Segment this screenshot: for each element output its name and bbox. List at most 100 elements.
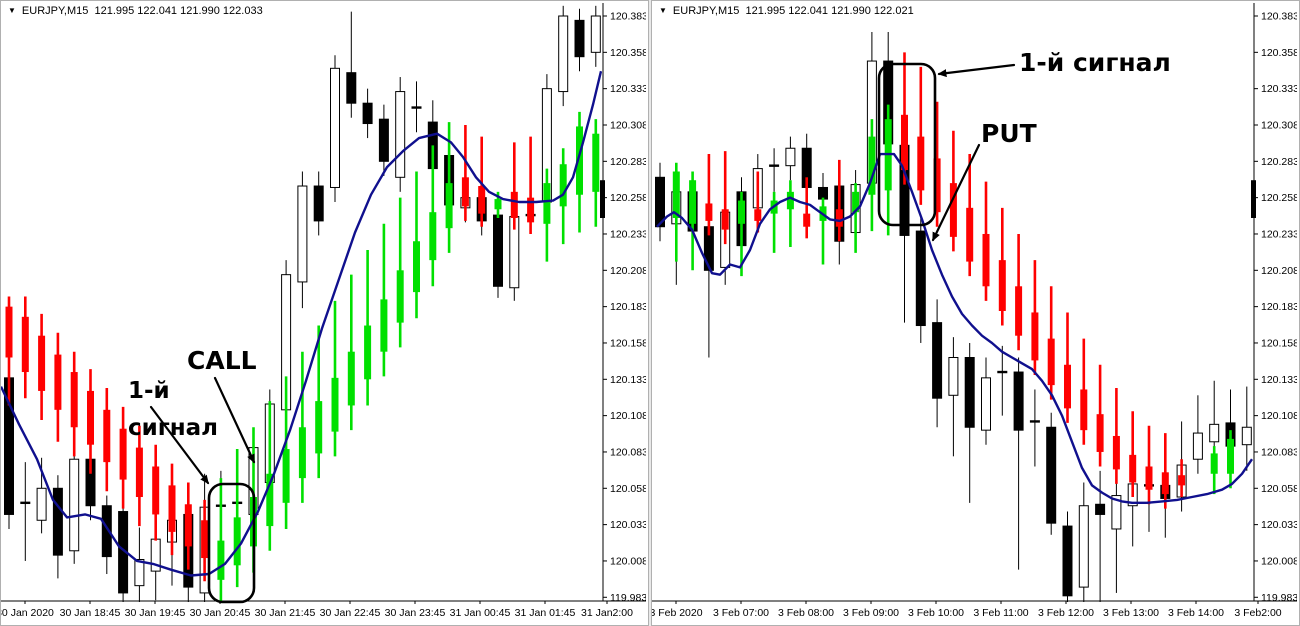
trend-bar-red bbox=[1047, 286, 1055, 400]
candle-bear bbox=[118, 498, 129, 602]
trend-bar-green bbox=[559, 148, 567, 245]
candle-bear bbox=[915, 216, 926, 343]
time-tick-label: 3 Feb 11:00 bbox=[973, 607, 1028, 619]
candle-bear bbox=[932, 299, 943, 428]
candle-bull bbox=[395, 77, 406, 192]
price-tick-label: 120.158 bbox=[610, 337, 646, 349]
price-tick-label: 120.108 bbox=[610, 410, 646, 422]
price-tick-label: 120.383 bbox=[610, 11, 646, 23]
chart-title-text: EURJPY,M15 121.995 122.041 121.990 122.0… bbox=[672, 5, 914, 17]
price-axis: 120.383 120.358 120.333 120.308 120.283 120.2… bbox=[600, 3, 646, 604]
time-axis: 30 Jan 2020 30 Jan 18:45 30 Jan 19:45 30 Ja… bbox=[1, 600, 646, 619]
candle-bear bbox=[964, 342, 975, 503]
trend-bar-green bbox=[543, 168, 551, 262]
candle-bull bbox=[1111, 476, 1122, 593]
signal-arrow-icon bbox=[937, 63, 1016, 78]
trend-bar-red bbox=[1015, 233, 1023, 351]
trend-bar-red bbox=[152, 444, 160, 541]
trend-bar-green bbox=[1210, 446, 1218, 495]
trend-bar-red bbox=[5, 296, 13, 406]
trend-bar-red bbox=[478, 136, 486, 227]
candle-doji bbox=[20, 462, 31, 561]
candle-bull bbox=[981, 357, 991, 445]
signal-arrow-icon bbox=[149, 405, 210, 485]
trend-bar-red bbox=[87, 369, 94, 474]
chart-canvas-left[interactable]: 120.383 120.358 120.333 120.308 120.283 120.2… bbox=[1, 1, 646, 623]
candle-doji bbox=[769, 148, 780, 192]
price-tick-label: 120.233 bbox=[610, 228, 646, 240]
trend-bar-red bbox=[119, 406, 127, 509]
time-tick-label: 31 Jan 01:45 bbox=[515, 607, 576, 619]
trend-bar-red bbox=[1129, 411, 1137, 498]
chart-panel-right[interactable]: ▼ EURJPY,M15 121.995 122.041 121.990 122.… bbox=[651, 0, 1300, 626]
annotation-text: PUT bbox=[981, 119, 1037, 148]
chart-title: ▼ EURJPY,M15 121.995 122.041 121.990 122.… bbox=[8, 5, 263, 17]
trend-bar-red bbox=[917, 66, 925, 205]
price-tick-label: 120.258 bbox=[610, 192, 646, 204]
trend-bar-green bbox=[672, 162, 680, 262]
trend-bar-red bbox=[705, 154, 713, 236]
chart-panel-left[interactable]: ▼ EURJPY,M15 121.995 122.041 121.990 122.… bbox=[0, 0, 649, 626]
symbol-dropdown-icon[interactable]: ▼ bbox=[8, 6, 16, 15]
price-tick-label: 120.083 bbox=[1261, 446, 1297, 458]
trend-bar-red bbox=[510, 142, 518, 230]
trend-bar-green bbox=[233, 449, 241, 588]
trend-bar-green bbox=[396, 197, 404, 348]
price-tick-label: 120.033 bbox=[610, 519, 646, 531]
trend-bar-green bbox=[298, 351, 306, 503]
candle-bear bbox=[346, 11, 357, 118]
candle-doji bbox=[997, 345, 1008, 416]
trend-bar-red bbox=[1145, 425, 1153, 505]
trend-bar-red bbox=[1064, 312, 1071, 423]
time-tick-label: 3 Feb 08:00 bbox=[778, 607, 834, 619]
price-tick-label: 120.133 bbox=[610, 374, 646, 386]
trend-bar-red bbox=[1112, 388, 1120, 484]
plot-area bbox=[1, 5, 602, 602]
time-tick-label: 30 Jan 21:45 bbox=[255, 607, 316, 619]
trend-bar-red bbox=[1178, 459, 1186, 498]
price-tick-label: 120.208 bbox=[610, 265, 646, 277]
time-tick-label: 3 Feb 13:00 bbox=[1103, 607, 1159, 619]
time-tick-label: 31 Jan2:00 bbox=[581, 607, 633, 619]
price-tick-label: 120.058 bbox=[610, 483, 646, 495]
trend-bar-red bbox=[998, 207, 1006, 326]
candle-bear bbox=[1046, 412, 1057, 535]
price-tick-label: 120.208 bbox=[1261, 265, 1297, 277]
price-tick-label: 120.258 bbox=[1261, 192, 1297, 204]
time-tick-label: 30 Jan 22:45 bbox=[320, 607, 381, 619]
trend-bar-red bbox=[835, 159, 843, 242]
candle-bull bbox=[1241, 386, 1252, 471]
price-axis: 120.383 120.358 120.333 120.308 120.283 120.2… bbox=[1251, 3, 1297, 604]
time-tick-label: 3 Feb 12:00 bbox=[1038, 607, 1094, 619]
chart-title: ▼ EURJPY,M15 121.995 122.041 121.990 122.… bbox=[659, 5, 914, 17]
time-tick-label: 30 Jan 20:45 bbox=[190, 607, 251, 619]
trend-bar-green bbox=[1227, 430, 1234, 489]
trend-bar-green bbox=[852, 183, 860, 253]
trend-bar-red bbox=[754, 171, 762, 233]
price-tick-label: 120.008 bbox=[610, 555, 646, 567]
chart-canvas-right[interactable]: 120.383 120.358 120.333 120.308 120.283 120.2… bbox=[652, 1, 1297, 623]
time-axis: 3 Feb 2020 3 Feb 07:00 3 Feb 08:00 3 Feb 09… bbox=[652, 600, 1297, 619]
trend-bar-green bbox=[429, 145, 437, 287]
time-tick-label: 30 Jan 23:45 bbox=[385, 607, 446, 619]
price-tick-label: 120.108 bbox=[1261, 410, 1297, 422]
candle-doji bbox=[1029, 389, 1040, 467]
candle-bear bbox=[362, 88, 373, 139]
price-tick-label: 120.333 bbox=[1261, 83, 1297, 95]
symbol-dropdown-icon[interactable]: ▼ bbox=[659, 6, 667, 15]
trend-bar-green bbox=[266, 401, 274, 551]
candle-bull bbox=[1078, 482, 1089, 602]
time-tick-label: 3 Feb 2020 bbox=[652, 607, 703, 619]
trend-bar-red bbox=[527, 136, 535, 234]
put-arrow-icon bbox=[931, 143, 981, 242]
price-tick-label: 120.283 bbox=[610, 156, 646, 168]
trend-bar-green bbox=[364, 249, 372, 406]
candle-bull bbox=[330, 55, 340, 203]
time-tick-label: 3 Feb2:00 bbox=[1234, 607, 1281, 619]
call-arrow-icon bbox=[213, 376, 256, 464]
candle-bear bbox=[1095, 470, 1106, 602]
price-tick-label: 120.358 bbox=[1261, 47, 1297, 59]
price-tick-label: 120.033 bbox=[1261, 519, 1297, 531]
price-tick-label: 120.383 bbox=[1261, 11, 1297, 23]
